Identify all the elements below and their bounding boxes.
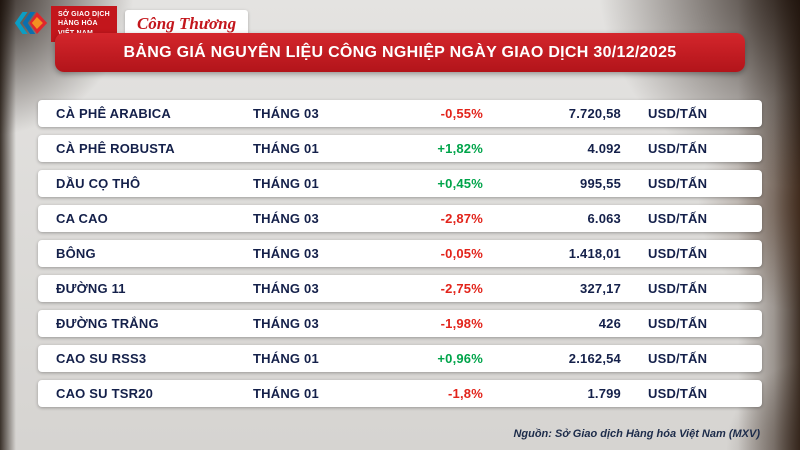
change-percent: -0,05% [440, 246, 483, 261]
table-row: DẦU CỌ THÔ THÁNG 01 +0,45% 995,55 USD/TẤ… [38, 170, 762, 197]
price-unit: USD/TẤN [648, 106, 708, 121]
page-title: BẢNG GIÁ NGUYÊN LIỆU CÔNG NGHIỆP NGÀY GI… [55, 33, 745, 72]
commodity-name: CA CAO [56, 211, 108, 226]
change-percent: +0,96% [437, 351, 483, 366]
commodity-name: CÀ PHÊ ROBUSTA [56, 141, 175, 156]
contract-month: THÁNG 03 [253, 281, 319, 296]
price-unit: USD/TẤN [648, 176, 708, 191]
price-value: 6.063 [587, 211, 621, 226]
price-value: 2.162,54 [568, 351, 621, 366]
commodity-name: ĐƯỜNG TRẮNG [56, 316, 159, 331]
change-percent: -1,8% [448, 386, 483, 401]
mxv-line-1: SỞ GIAO DỊCH [58, 11, 110, 18]
price-value: 426 [598, 316, 621, 331]
price-value: 4.092 [587, 141, 621, 156]
price-value: 7.720,58 [568, 106, 621, 121]
price-unit: USD/TẤN [648, 351, 708, 366]
table-row: CAO SU RSS3 THÁNG 01 +0,96% 2.162,54 USD… [38, 345, 762, 372]
price-value: 1.799 [587, 386, 621, 401]
price-unit: USD/TẤN [648, 246, 708, 261]
table-row: ĐƯỜNG 11 THÁNG 03 -2,75% 327,17 USD/TẤN [38, 275, 762, 302]
price-unit: USD/TẤN [648, 316, 708, 331]
table-row: CA CAO THÁNG 03 -2,87% 6.063 USD/TẤN [38, 205, 762, 232]
change-percent: -2,87% [440, 211, 483, 226]
commodity-name: CAO SU RSS3 [56, 351, 147, 366]
commodity-name: CÀ PHÊ ARABICA [56, 106, 171, 121]
contract-month: THÁNG 01 [253, 141, 319, 156]
contract-month: THÁNG 03 [253, 211, 319, 226]
contract-month: THÁNG 01 [253, 386, 319, 401]
price-value: 995,55 [580, 176, 621, 191]
contract-month: THÁNG 03 [253, 246, 319, 261]
table-row: CAO SU TSR20 THÁNG 01 -1,8% 1.799 USD/TẤ… [38, 380, 762, 407]
price-unit: USD/TẤN [648, 141, 708, 156]
price-value: 327,17 [580, 281, 621, 296]
commodity-name: CAO SU TSR20 [56, 386, 154, 401]
table-row: CÀ PHÊ ROBUSTA THÁNG 01 +1,82% 4.092 USD… [38, 135, 762, 162]
change-percent: -2,75% [440, 281, 483, 296]
contract-month: THÁNG 01 [253, 351, 319, 366]
table-row: CÀ PHÊ ARABICA THÁNG 03 -0,55% 7.720,58 … [38, 100, 762, 127]
price-value: 1.418,01 [568, 246, 621, 261]
commodity-name: DẦU CỌ THÔ [56, 176, 141, 191]
mxv-line-2: HÀNG HÓA [58, 20, 98, 28]
change-percent: -0,55% [440, 106, 483, 121]
change-percent: -1,98% [440, 316, 483, 331]
price-unit: USD/TẤN [648, 386, 708, 401]
table-row: ĐƯỜNG TRẮNG THÁNG 03 -1,98% 426 USD/TẤN [38, 310, 762, 337]
price-table: CÀ PHÊ ARABICA THÁNG 03 -0,55% 7.720,58 … [38, 100, 762, 407]
price-unit: USD/TẤN [648, 211, 708, 226]
contract-month: THÁNG 03 [253, 106, 319, 121]
contract-month: THÁNG 03 [253, 316, 319, 331]
change-percent: +1,82% [437, 141, 483, 156]
contract-month: THÁNG 01 [253, 176, 319, 191]
price-unit: USD/TẤN [648, 281, 708, 296]
mxv-diamond-icon [14, 11, 48, 35]
change-percent: +0,45% [437, 176, 483, 191]
commodity-name: ĐƯỜNG 11 [56, 281, 126, 296]
table-row: BÔNG THÁNG 03 -0,05% 1.418,01 USD/TẤN [38, 240, 762, 267]
commodity-name: BÔNG [56, 246, 96, 261]
source-note: Nguồn: Sở Giao dịch Hàng hóa Việt Nam (M… [513, 428, 760, 440]
